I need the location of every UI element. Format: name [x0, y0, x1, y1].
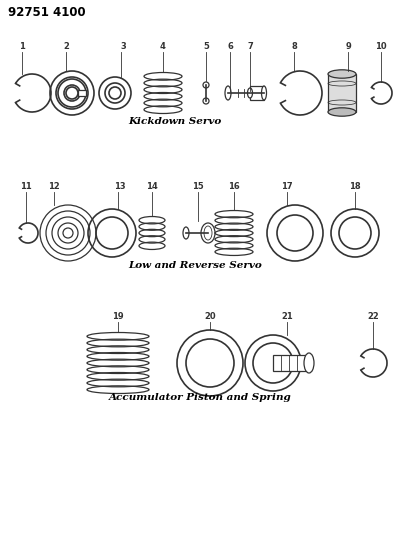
Text: 16: 16 [228, 182, 240, 191]
Bar [328, 74, 356, 112]
Text: 18: 18 [349, 182, 361, 191]
Ellipse shape [304, 353, 314, 373]
Circle shape [203, 98, 209, 104]
Bar [78, 90, 86, 96]
Text: 3: 3 [120, 42, 126, 51]
Ellipse shape [225, 86, 231, 100]
Ellipse shape [328, 70, 356, 78]
Text: 5: 5 [203, 42, 209, 51]
Text: 17: 17 [281, 182, 293, 191]
Text: 12: 12 [48, 182, 60, 191]
Text: 11: 11 [20, 182, 32, 191]
Ellipse shape [261, 86, 267, 100]
Bar [273, 355, 309, 371]
Text: 6: 6 [227, 42, 233, 51]
Text: 9: 9 [345, 42, 351, 51]
Text: 92751 4100: 92751 4100 [8, 6, 86, 20]
Text: 10: 10 [375, 42, 387, 51]
Text: 20: 20 [204, 312, 216, 321]
Text: 21: 21 [281, 312, 293, 321]
Text: Accumulator Piston and Spring: Accumulator Piston and Spring [109, 392, 291, 401]
Ellipse shape [328, 108, 356, 116]
Text: 2: 2 [63, 42, 69, 51]
Ellipse shape [183, 227, 189, 239]
Text: Kickdown Servo: Kickdown Servo [128, 117, 221, 125]
Text: 4: 4 [160, 42, 166, 51]
Text: 22: 22 [367, 312, 379, 321]
Text: 1: 1 [19, 42, 25, 51]
Ellipse shape [204, 226, 212, 240]
Text: 15: 15 [192, 182, 204, 191]
Text: 13: 13 [114, 182, 126, 191]
Text: 19: 19 [112, 312, 124, 321]
Bar [250, 86, 264, 100]
Text: Low and Reverse Servo: Low and Reverse Servo [128, 261, 262, 270]
Ellipse shape [201, 223, 215, 243]
Ellipse shape [247, 88, 253, 98]
Text: 7: 7 [247, 42, 253, 51]
Text: 8: 8 [291, 42, 297, 51]
Circle shape [203, 82, 209, 88]
Text: 14: 14 [146, 182, 158, 191]
